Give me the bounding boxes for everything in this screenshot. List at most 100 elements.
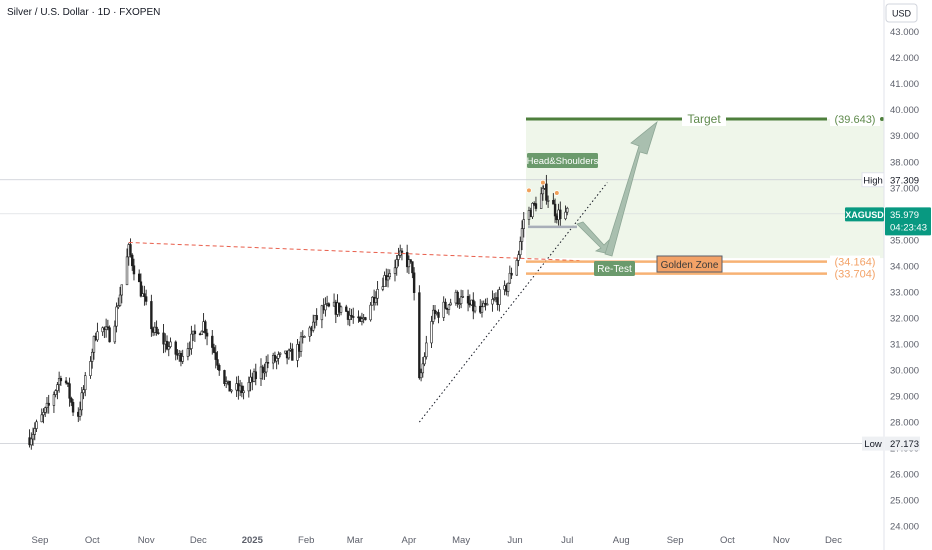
target-label-bg	[682, 112, 726, 127]
time-tick-label: Oct	[85, 535, 100, 546]
candle	[491, 290, 494, 312]
candle	[117, 297, 120, 310]
target-value-bg	[830, 112, 880, 127]
pattern-peak-marker	[526, 187, 532, 194]
candle	[374, 291, 378, 306]
candle-body	[106, 326, 110, 329]
candle	[421, 357, 425, 378]
price-tick-label: 35.000	[890, 235, 919, 246]
candle-body	[157, 332, 160, 334]
candle-body	[204, 321, 207, 334]
candle-body	[432, 309, 435, 322]
time-tick-label: Nov	[138, 535, 155, 546]
candle-body	[312, 321, 315, 331]
currency-button[interactable]: USD	[885, 3, 918, 23]
golden-zone-value-bg	[830, 267, 880, 280]
candle-body	[383, 275, 386, 287]
candle	[190, 325, 193, 355]
candle	[461, 290, 465, 298]
candle-body	[42, 412, 45, 416]
candle	[320, 304, 324, 329]
candle	[204, 319, 207, 340]
candle-body	[230, 389, 233, 392]
candle	[345, 304, 348, 312]
candle	[437, 309, 440, 324]
symbol-tag: XAGUSD	[845, 210, 884, 220]
candle-body	[348, 314, 351, 320]
candle-body	[277, 354, 280, 359]
candle-body	[57, 377, 61, 385]
candle	[418, 285, 421, 380]
candle-body	[397, 255, 400, 260]
candle-body	[458, 303, 461, 305]
candle-body	[520, 228, 524, 242]
candle	[144, 289, 148, 306]
candle	[150, 294, 153, 337]
candle-body	[491, 299, 494, 305]
chart-title: Silver / U.S. Dollar · 1D · FXOPEN	[7, 7, 160, 18]
candle-body	[296, 344, 299, 361]
candle-body	[162, 332, 165, 345]
candle-body	[96, 331, 99, 341]
candle-body	[167, 346, 170, 350]
candle	[552, 193, 555, 205]
candle-body	[228, 380, 231, 392]
candle	[275, 356, 278, 370]
candle	[376, 281, 379, 306]
candle	[369, 301, 372, 322]
candle	[339, 305, 343, 316]
candle	[315, 308, 318, 326]
candle	[42, 408, 45, 424]
candle-body	[352, 316, 355, 318]
candle-body	[223, 370, 226, 384]
candle	[113, 320, 117, 344]
candle	[33, 422, 36, 441]
high-tag: High	[863, 175, 883, 186]
candle-body	[261, 366, 264, 373]
candle	[91, 348, 94, 369]
price-tick-label: 33.000	[890, 287, 919, 298]
candle-body	[64, 380, 68, 384]
time-tick-label: Sep	[667, 535, 684, 546]
retest-label: Re-Test	[597, 264, 632, 275]
candle-body	[137, 273, 141, 283]
target-value: (39.643)	[835, 114, 876, 126]
candle-body	[91, 351, 94, 362]
current-price: 35.979	[890, 210, 919, 221]
golden-zone-value: (33.704)	[835, 269, 876, 281]
price-tick-label: 31.000	[890, 339, 919, 350]
candle-body	[108, 327, 111, 343]
time-axis[interactable]: Sep Oct Nov Dec 2025 Feb Mar Apr May Jun Jul Aug Sep…	[32, 535, 843, 546]
candle-body	[71, 402, 75, 413]
candle-body	[369, 304, 372, 321]
candle-body	[411, 261, 414, 274]
candle	[520, 220, 524, 251]
low-tag: Low	[864, 439, 882, 450]
candle-body	[144, 296, 148, 302]
candle	[247, 376, 251, 398]
high-value: 37.309	[890, 175, 919, 186]
candle	[214, 345, 217, 369]
candle	[432, 305, 435, 325]
candle	[57, 371, 61, 393]
candle	[211, 329, 214, 355]
candles-layer	[28, 174, 569, 450]
candle-body	[33, 428, 36, 435]
pattern-label: Head&Shoulders	[527, 156, 599, 167]
candle	[564, 205, 567, 221]
candle	[456, 290, 459, 308]
candle	[393, 259, 397, 282]
candle	[92, 335, 96, 360]
candle-body	[275, 358, 278, 362]
candle-body	[506, 282, 510, 292]
pattern-peak-marker	[540, 179, 546, 186]
candle	[539, 186, 543, 209]
price-tick-label: 41.000	[890, 79, 919, 90]
candle-body	[139, 281, 143, 297]
price-tick-label: 30.000	[890, 366, 919, 377]
candle-body	[386, 276, 390, 281]
candle-body	[266, 362, 270, 364]
candle	[205, 328, 209, 346]
